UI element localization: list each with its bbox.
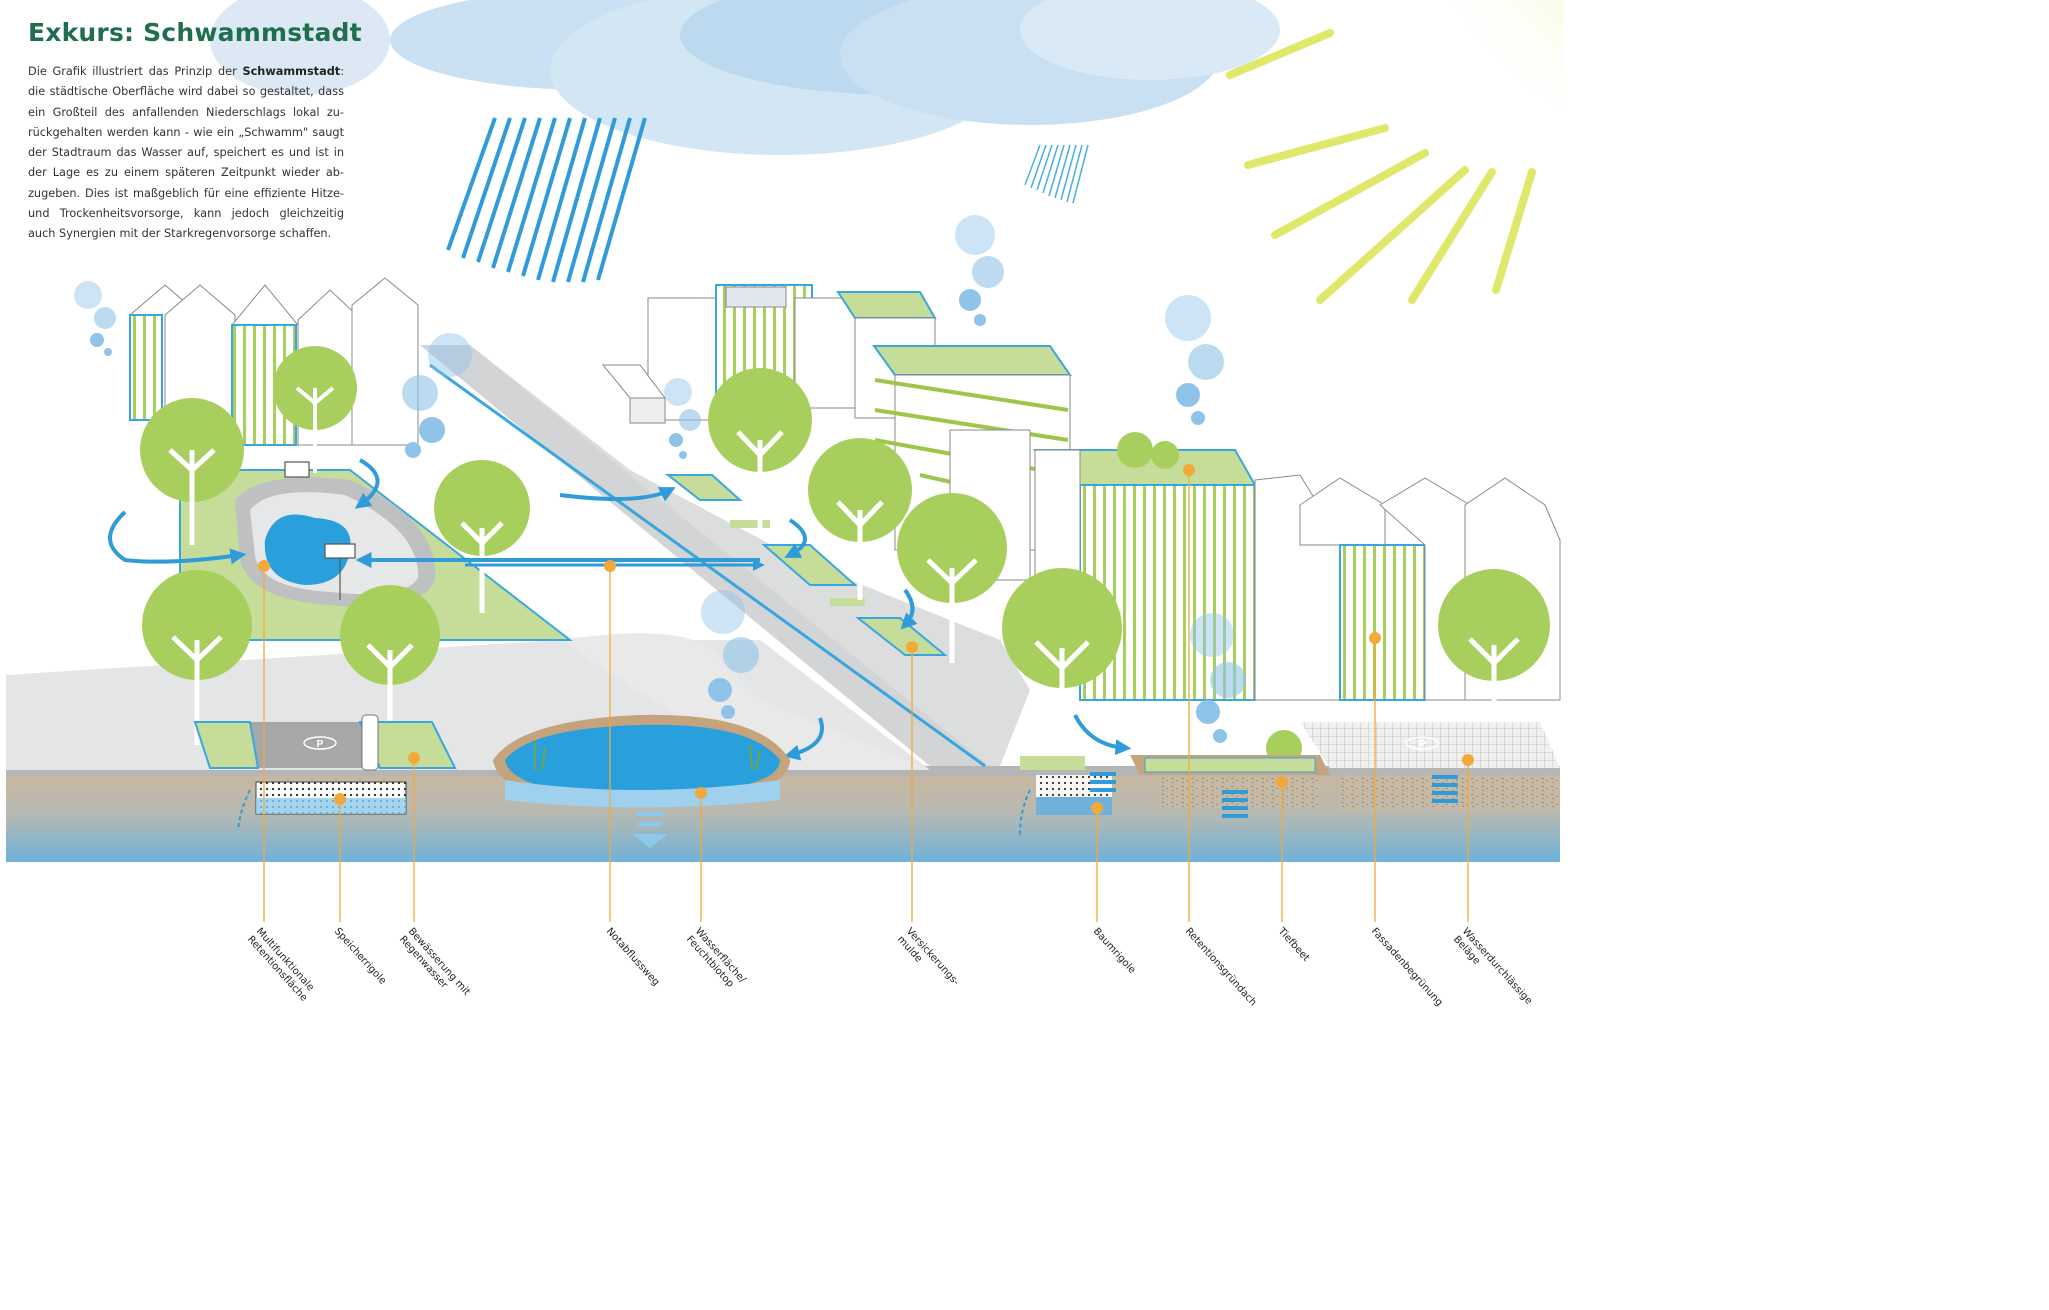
marker-notabflussweg xyxy=(604,560,616,572)
intro-after: : die städtische Oberfläche wird dabei s… xyxy=(28,65,344,241)
tree xyxy=(1438,569,1550,720)
marker-retentionsgruendach xyxy=(1183,464,1195,476)
sponge-city-illustration: P P xyxy=(6,0,1564,922)
leader-lines xyxy=(263,470,1469,922)
rain xyxy=(446,117,647,283)
tree xyxy=(808,438,912,600)
parking-sign-left: P xyxy=(317,739,324,750)
parking-signs: P P xyxy=(317,739,1426,750)
marker-wasserflaeche xyxy=(695,787,707,799)
tree xyxy=(897,493,1007,663)
light-rain xyxy=(1024,144,1089,204)
intro-text: Die Grafik illustriert das Prinzip der S… xyxy=(28,62,344,245)
marker-multifunktionale-retentionsflaeche xyxy=(258,560,270,572)
soil-layer xyxy=(6,772,1560,862)
tree xyxy=(140,398,244,545)
trees xyxy=(140,346,1550,766)
park-left xyxy=(179,461,573,641)
marker-fassadenbegruenung xyxy=(1369,632,1381,644)
parking-sign-right: P xyxy=(1419,739,1426,750)
evaporation-bubbles xyxy=(74,215,1246,743)
parking-left xyxy=(193,714,457,815)
storage-arrows xyxy=(237,789,1031,836)
marker-bewaesserung xyxy=(408,752,420,764)
page-title: Exkurs: Schwammstadt xyxy=(28,18,362,47)
tree xyxy=(708,368,812,530)
markers xyxy=(258,464,1474,814)
tree xyxy=(273,346,357,473)
tree xyxy=(1151,441,1179,469)
marker-baumrigole xyxy=(1091,802,1103,814)
tree xyxy=(1002,568,1122,728)
intro-before: Die Grafik illustriert das Prinzip der xyxy=(28,65,243,78)
sun xyxy=(1226,0,1564,304)
marker-tiefbeet xyxy=(1276,776,1288,788)
marker-versickerungsmulde xyxy=(906,641,918,653)
tree xyxy=(1117,432,1153,468)
retention-pond xyxy=(264,514,351,585)
wetland-pond xyxy=(493,714,790,848)
water-flow-arrows xyxy=(108,458,1132,761)
tree xyxy=(434,460,530,613)
marker-speicherrigole xyxy=(334,793,346,805)
clouds xyxy=(210,0,1280,155)
marker-wasserdurchlaessige-belaege xyxy=(1462,754,1474,766)
intro-bold: Schwammstadt xyxy=(242,65,341,78)
